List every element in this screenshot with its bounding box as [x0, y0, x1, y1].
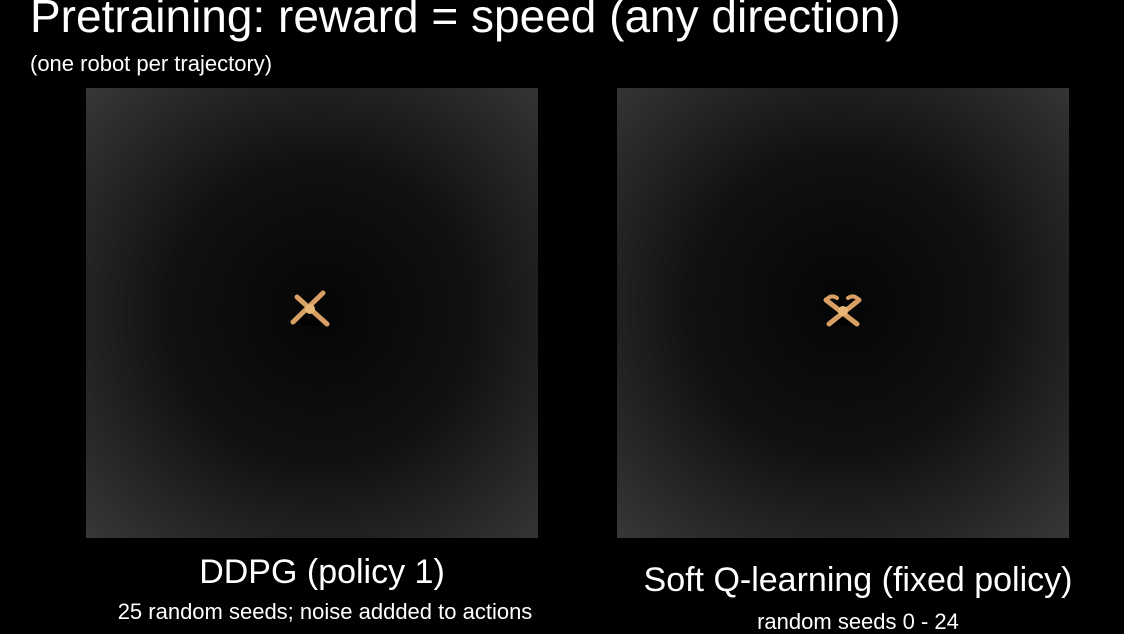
ddpg-video-panel [86, 88, 538, 538]
ddpg-simulation-view [86, 88, 538, 538]
slide-subtitle: (one robot per trajectory) [30, 51, 273, 76]
soft-q-detail: random seeds 0 - 24 [757, 609, 959, 634]
slide-title: Pretraining: reward = speed (any directi… [30, 0, 901, 42]
soft-q-simulation-view [617, 88, 1069, 538]
ddpg-caption: DDPG (policy 1) [199, 553, 445, 591]
ant-robot-icon [290, 290, 330, 327]
ddpg-detail: 25 random seeds; noise addded to actions [117, 599, 533, 624]
soft-q-learning-video-panel [617, 88, 1069, 538]
ant-robot-icon [823, 294, 862, 327]
soft-q-caption: Soft Q-learning (fixed policy) [643, 561, 1073, 599]
